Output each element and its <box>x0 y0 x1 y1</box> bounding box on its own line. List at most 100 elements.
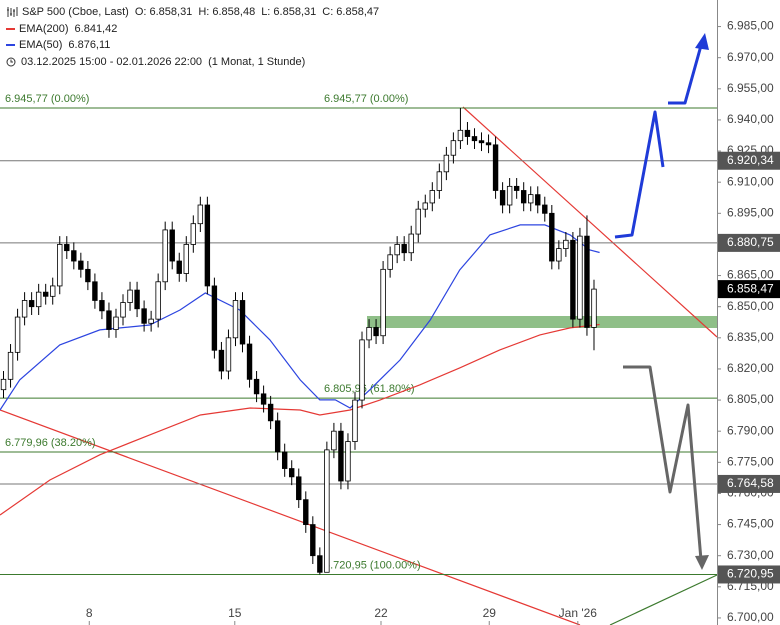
candle-body <box>225 337 232 372</box>
y-tick-label: 6.775,00 <box>727 454 774 468</box>
candle-body <box>506 185 513 206</box>
candle-body <box>211 285 218 351</box>
candle-body <box>450 140 457 156</box>
candle-body <box>148 318 154 324</box>
candle-body <box>528 194 534 204</box>
scenario-arrows <box>614 33 709 570</box>
candle-body <box>394 244 400 256</box>
candle-body <box>155 281 161 320</box>
candle-body <box>443 154 450 173</box>
level-label: 6.779,96 (38.20%) <box>5 437 96 449</box>
candle-body <box>127 289 133 303</box>
candle-body <box>373 327 379 337</box>
down-trendline <box>462 106 718 338</box>
candle-body <box>359 339 365 401</box>
level-label: 6.945,77 (0.00%) <box>324 93 408 105</box>
candle-body <box>464 129 471 137</box>
candle-body <box>584 235 590 328</box>
y-tick-label: 6.910,00 <box>727 174 774 188</box>
plot: 6.945,77 (0.00%) 6.945,77 (0.00%) 6.805,96… <box>0 93 717 575</box>
x-tick-label: 22 <box>374 606 388 620</box>
candle-body <box>352 399 358 442</box>
legend-value: 6.841,42 <box>74 22 118 35</box>
lower-trendline <box>0 409 581 625</box>
candle-body <box>324 449 330 573</box>
candle-body <box>7 351 14 380</box>
candle-body <box>429 190 436 204</box>
price-badge-label: 6.880,75 <box>727 235 774 249</box>
candle-body <box>542 204 548 214</box>
candle-body <box>535 194 541 206</box>
candle-body <box>78 260 84 270</box>
candle-body <box>204 204 211 287</box>
candle-body <box>106 310 112 330</box>
candle-body <box>176 260 182 274</box>
candle-body <box>190 223 197 245</box>
candle-body <box>556 248 562 262</box>
candle-body <box>141 308 147 324</box>
y-tick-label: 6.865,00 <box>727 268 774 282</box>
ohlc-value: L: 6.858,31 <box>261 6 317 18</box>
candle-body <box>197 204 204 225</box>
candle-body <box>239 300 246 345</box>
chart-icon <box>7 7 18 18</box>
candle-body <box>134 289 140 310</box>
y-tick-label: 6.790,00 <box>727 423 774 437</box>
candle-body <box>281 451 288 469</box>
candle-body <box>520 190 527 204</box>
candle-body <box>310 524 316 557</box>
candle-body <box>563 239 569 249</box>
candle-body <box>260 393 267 405</box>
candle-body <box>415 208 421 235</box>
candle-body <box>492 144 499 191</box>
y-tick-label: 6.835,00 <box>727 330 774 344</box>
bear-arrowhead <box>695 555 709 570</box>
candle-body <box>21 300 28 318</box>
candle-body <box>401 244 407 254</box>
candle-body <box>549 212 555 262</box>
ema-line <box>0 224 600 411</box>
candle-body <box>408 233 414 254</box>
level-label: 6.720,95 (100.00%) <box>324 559 421 571</box>
timeframe: (1 Monat, 1 Stunde) <box>208 55 306 68</box>
price-badge-label: 6.720,95 <box>727 567 774 581</box>
x-tick-label: 29 <box>483 606 497 620</box>
axis-background <box>717 0 780 625</box>
clock-icon <box>6 57 16 67</box>
candle-body <box>577 235 583 320</box>
level-label: 6.805,96 (61.80%) <box>324 383 415 395</box>
bull-arrow <box>668 41 704 105</box>
candle-body <box>14 316 21 353</box>
candle-body <box>50 285 56 297</box>
legend-entry: EMA(50) 6.876,11 <box>6 37 379 54</box>
price-badge-label: 6.858,47 <box>727 281 774 295</box>
legend-label: EMA(200) <box>19 22 69 35</box>
candle-body <box>422 202 428 210</box>
y-tick-label: 6.730,00 <box>727 548 774 562</box>
bull-arrowhead <box>695 33 709 50</box>
support-zone <box>367 316 717 328</box>
bear-arrow <box>623 365 703 561</box>
price-badge <box>718 474 780 493</box>
legend-entry: EMA(200) 6.841,42 <box>6 21 379 38</box>
price-axis: 6.700,006.715,006.730,006.745,006.760,00… <box>86 0 780 625</box>
candle-body <box>113 316 119 330</box>
candle-body <box>274 420 281 453</box>
ohlc-value: C: 6.858,47 <box>322 6 380 18</box>
legend-value: 6.876,11 <box>68 39 111 51</box>
legend-label: EMA(50) <box>19 39 63 51</box>
y-tick-label: 6.745,00 <box>727 517 774 531</box>
candle-body <box>183 244 189 274</box>
y-tick-label: 6.970,00 <box>727 50 774 64</box>
candle-body <box>485 142 492 146</box>
candle-body <box>317 555 323 573</box>
candle-body <box>162 229 168 283</box>
candle-body <box>499 190 506 206</box>
y-tick-label: 6.700,00 <box>727 610 774 624</box>
candle-body <box>120 302 126 318</box>
candle-body <box>253 378 260 395</box>
candle-body <box>28 300 35 308</box>
candle-body <box>338 430 344 482</box>
y-tick-label: 6.895,00 <box>727 205 774 219</box>
